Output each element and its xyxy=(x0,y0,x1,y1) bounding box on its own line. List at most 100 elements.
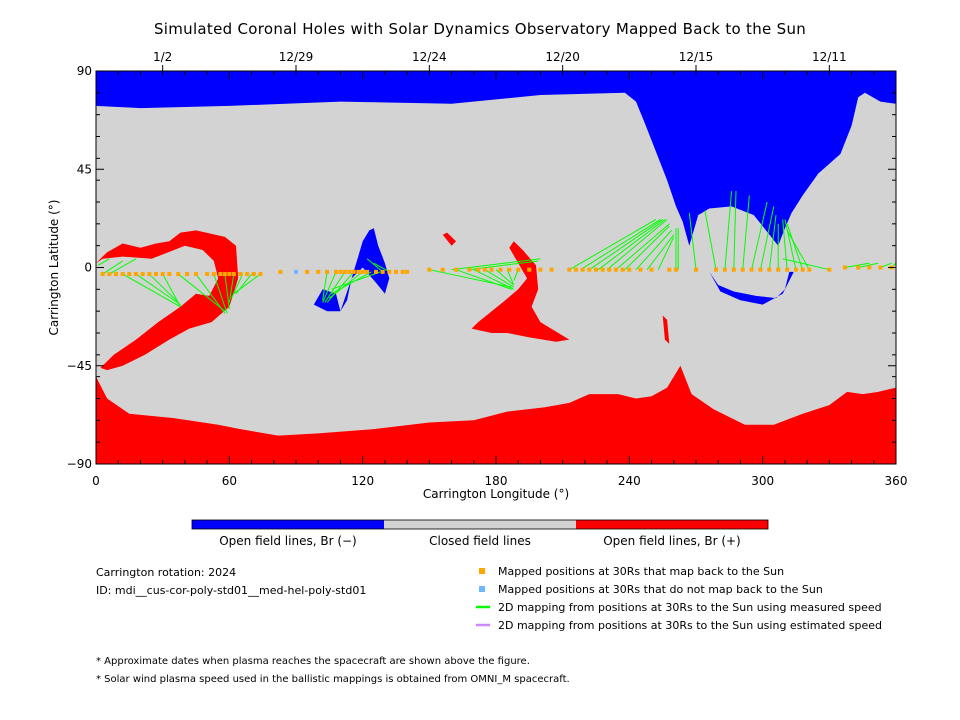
coronal-hole-negative xyxy=(96,71,896,246)
mapping-line-measured xyxy=(122,273,181,308)
mapping-line-measured xyxy=(109,258,137,275)
date-label: 12/24 xyxy=(412,50,447,64)
mapping-line-measured xyxy=(322,271,328,301)
mapped-point xyxy=(316,269,321,274)
mapping-line-measured xyxy=(657,236,675,270)
mapped-point xyxy=(218,272,223,277)
mapped-point xyxy=(567,267,572,272)
mapped-point xyxy=(211,272,216,277)
mapped-point xyxy=(394,269,398,274)
mapped-point xyxy=(205,272,210,277)
colorbar-segment xyxy=(576,520,768,529)
mapped-point xyxy=(176,272,181,277)
mapping-line-measured xyxy=(473,269,514,290)
mapped-point xyxy=(731,267,736,272)
mapping-line-measured xyxy=(589,219,663,271)
mapped-point xyxy=(758,267,763,272)
rotation-label: Carrington rotation: 2024 xyxy=(96,566,237,579)
mapped-point xyxy=(516,267,521,272)
mapping-line-measured xyxy=(495,269,515,286)
mapping-line-measured xyxy=(646,234,675,270)
mapped-point xyxy=(305,269,310,274)
mapped-point xyxy=(347,269,352,274)
mapped-point xyxy=(356,269,361,274)
y-tick-label: −90 xyxy=(67,457,92,471)
mapped-point xyxy=(674,267,678,272)
mapping-line-measured xyxy=(324,271,346,303)
mapped-point xyxy=(580,267,585,272)
colorbar-segment xyxy=(192,520,384,529)
colorbar-frame xyxy=(191,519,769,530)
mapped-point xyxy=(454,267,458,272)
mapping-line-measured xyxy=(469,260,539,271)
legend-label: 2D mapping from positions at 30Rs to the… xyxy=(498,601,882,614)
mapping-line-measured xyxy=(177,273,226,312)
unmapped-point xyxy=(294,269,298,274)
mapping-line-measured xyxy=(224,273,230,310)
mapped-point xyxy=(776,267,781,272)
mapping-line-measured xyxy=(451,258,541,271)
mapped-point xyxy=(785,267,790,272)
mapped-point xyxy=(827,267,832,272)
mapping-line-measured xyxy=(102,260,123,275)
mapping-line-measured xyxy=(331,271,372,295)
mapped-point xyxy=(549,267,554,272)
mapping-line-measured xyxy=(688,212,697,270)
y-tick-label: −45 xyxy=(67,359,92,373)
mapped-point xyxy=(482,267,487,272)
mapped-point xyxy=(134,272,138,277)
mapped-point xyxy=(245,272,250,277)
mapped-point xyxy=(767,267,772,272)
mapping-line-measured xyxy=(635,230,672,271)
mapped-point xyxy=(527,267,532,272)
mapped-point xyxy=(160,272,165,277)
x-tick-label: 240 xyxy=(618,474,641,488)
mapped-point xyxy=(334,269,338,274)
mapped-point xyxy=(100,272,105,277)
mapped-point xyxy=(507,267,512,272)
mapping-line-measured xyxy=(704,210,717,270)
mapped-point xyxy=(147,272,152,277)
mapped-point xyxy=(574,267,578,272)
mapped-point xyxy=(167,272,172,277)
mapping-line-measured xyxy=(615,223,670,271)
coronal-hole-positive xyxy=(96,365,896,464)
legend-label: Mapped positions at 30Rs that map back t… xyxy=(498,565,784,578)
mapping-line-measured xyxy=(135,273,181,306)
id-label: ID: mdi__cus-cor-poly-std01__med-hel-pol… xyxy=(96,584,367,597)
date-label: 12/15 xyxy=(679,50,714,64)
mapping-line-measured xyxy=(484,269,515,288)
mapped-point xyxy=(867,265,872,270)
mapping-line-measured xyxy=(231,273,244,299)
mapped-point xyxy=(238,272,243,277)
mapping-line-measured xyxy=(366,258,383,273)
mapping-line-measured xyxy=(148,273,179,303)
mapped-point xyxy=(405,269,410,274)
mapped-point xyxy=(194,272,198,277)
mapped-point xyxy=(714,267,718,272)
mapped-point xyxy=(114,272,118,277)
mapped-point xyxy=(794,267,798,272)
mapped-point xyxy=(667,267,672,272)
mapped-point xyxy=(400,269,405,274)
mapped-point xyxy=(360,269,365,274)
mapped-point xyxy=(649,267,654,272)
mapping-line-measured xyxy=(742,195,750,270)
x-tick-label: 0 xyxy=(92,474,100,488)
colorbar-label: Open field lines, Br (−) xyxy=(219,534,357,548)
mapped-point xyxy=(807,267,812,272)
mapping-line-measured xyxy=(97,258,110,266)
coronal-hole-negative xyxy=(313,228,390,312)
mapped-point xyxy=(722,267,727,272)
colorbar-label: Open field lines, Br (+) xyxy=(603,534,741,548)
mapping-line-measured xyxy=(228,273,235,303)
y-tick-label: 90 xyxy=(77,64,92,78)
mapping-line-measured xyxy=(455,269,512,290)
mapped-point xyxy=(600,267,605,272)
colorbar-label: Closed field lines xyxy=(429,534,531,548)
mapping-line-measured xyxy=(733,191,737,270)
date-label: 12/29 xyxy=(279,50,314,64)
legend-marker xyxy=(479,568,485,574)
